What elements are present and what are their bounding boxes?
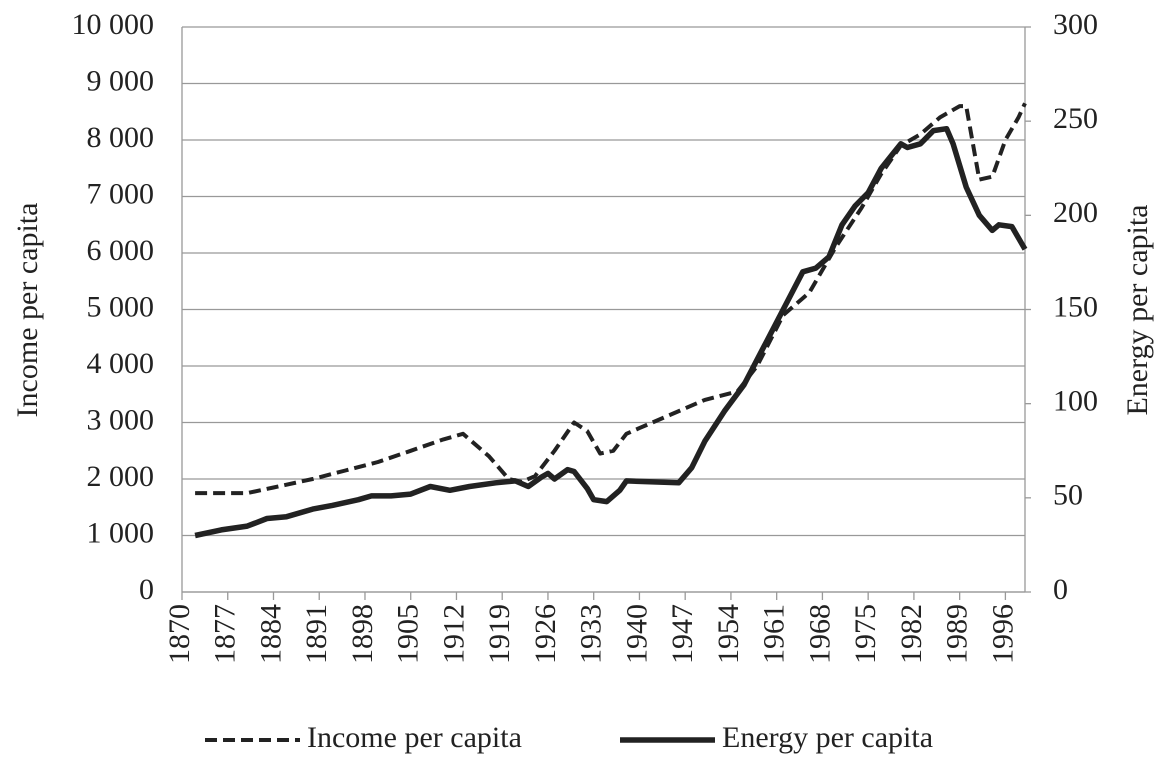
y2-tick-label: 250 xyxy=(1053,102,1098,135)
y-tick-label: 0 xyxy=(139,573,154,606)
y-tick-label: 6 000 xyxy=(87,234,155,267)
x-tick-label: 1877 xyxy=(209,604,242,664)
y2-tick-label: 0 xyxy=(1053,573,1068,606)
y-tick-label: 5 000 xyxy=(87,290,155,323)
x-tick-label: 1919 xyxy=(483,604,516,664)
y-tick-label: 8 000 xyxy=(87,121,155,154)
x-tick-label: 1975 xyxy=(849,604,882,664)
y-tick-label: 4 000 xyxy=(87,347,155,380)
y2-tick-label: 200 xyxy=(1053,196,1098,229)
x-tick-label: 1954 xyxy=(712,604,745,664)
x-tick-label: 1905 xyxy=(392,604,425,664)
x-tick-label: 1947 xyxy=(666,604,699,664)
x-tick-label: 1912 xyxy=(437,604,470,664)
x-tick-label: 1926 xyxy=(529,604,562,664)
data-line xyxy=(195,102,1027,496)
y-tick-label: 7 000 xyxy=(87,177,155,210)
x-tick-label: 1961 xyxy=(758,604,791,664)
x-tick-label: 1968 xyxy=(803,604,836,664)
x-tick-label: 1870 xyxy=(163,604,196,664)
y-tick-label: 2 000 xyxy=(87,460,155,493)
x-tick-label: 1989 xyxy=(941,604,974,664)
legend-label: Income per capita xyxy=(307,721,522,754)
y-tick-label: 1 000 xyxy=(87,516,155,549)
x-tick-label: 1982 xyxy=(895,604,928,664)
y-axis-label: Income per capita xyxy=(11,203,44,418)
legend-label: Energy per capita xyxy=(722,721,933,754)
x-tick-label: 1940 xyxy=(620,604,653,664)
y-tick-label: 9 000 xyxy=(87,64,155,97)
x-tick-label: 1933 xyxy=(575,604,608,664)
y2-tick-label: 300 xyxy=(1053,8,1098,41)
y2-tick-label: 100 xyxy=(1053,385,1098,418)
x-tick-label: 1891 xyxy=(300,604,333,664)
y-tick-label: 10 000 xyxy=(72,8,155,41)
x-tick-label: 1996 xyxy=(986,604,1019,664)
y2-tick-label: 50 xyxy=(1053,479,1083,512)
x-tick-label: 1898 xyxy=(346,604,379,664)
y-tick-label: 3 000 xyxy=(87,403,155,436)
y2-tick-label: 150 xyxy=(1053,290,1098,323)
data-line xyxy=(194,125,1028,539)
y2-axis-label: Energy per capita xyxy=(1121,204,1154,415)
x-tick-label: 1884 xyxy=(254,604,287,664)
